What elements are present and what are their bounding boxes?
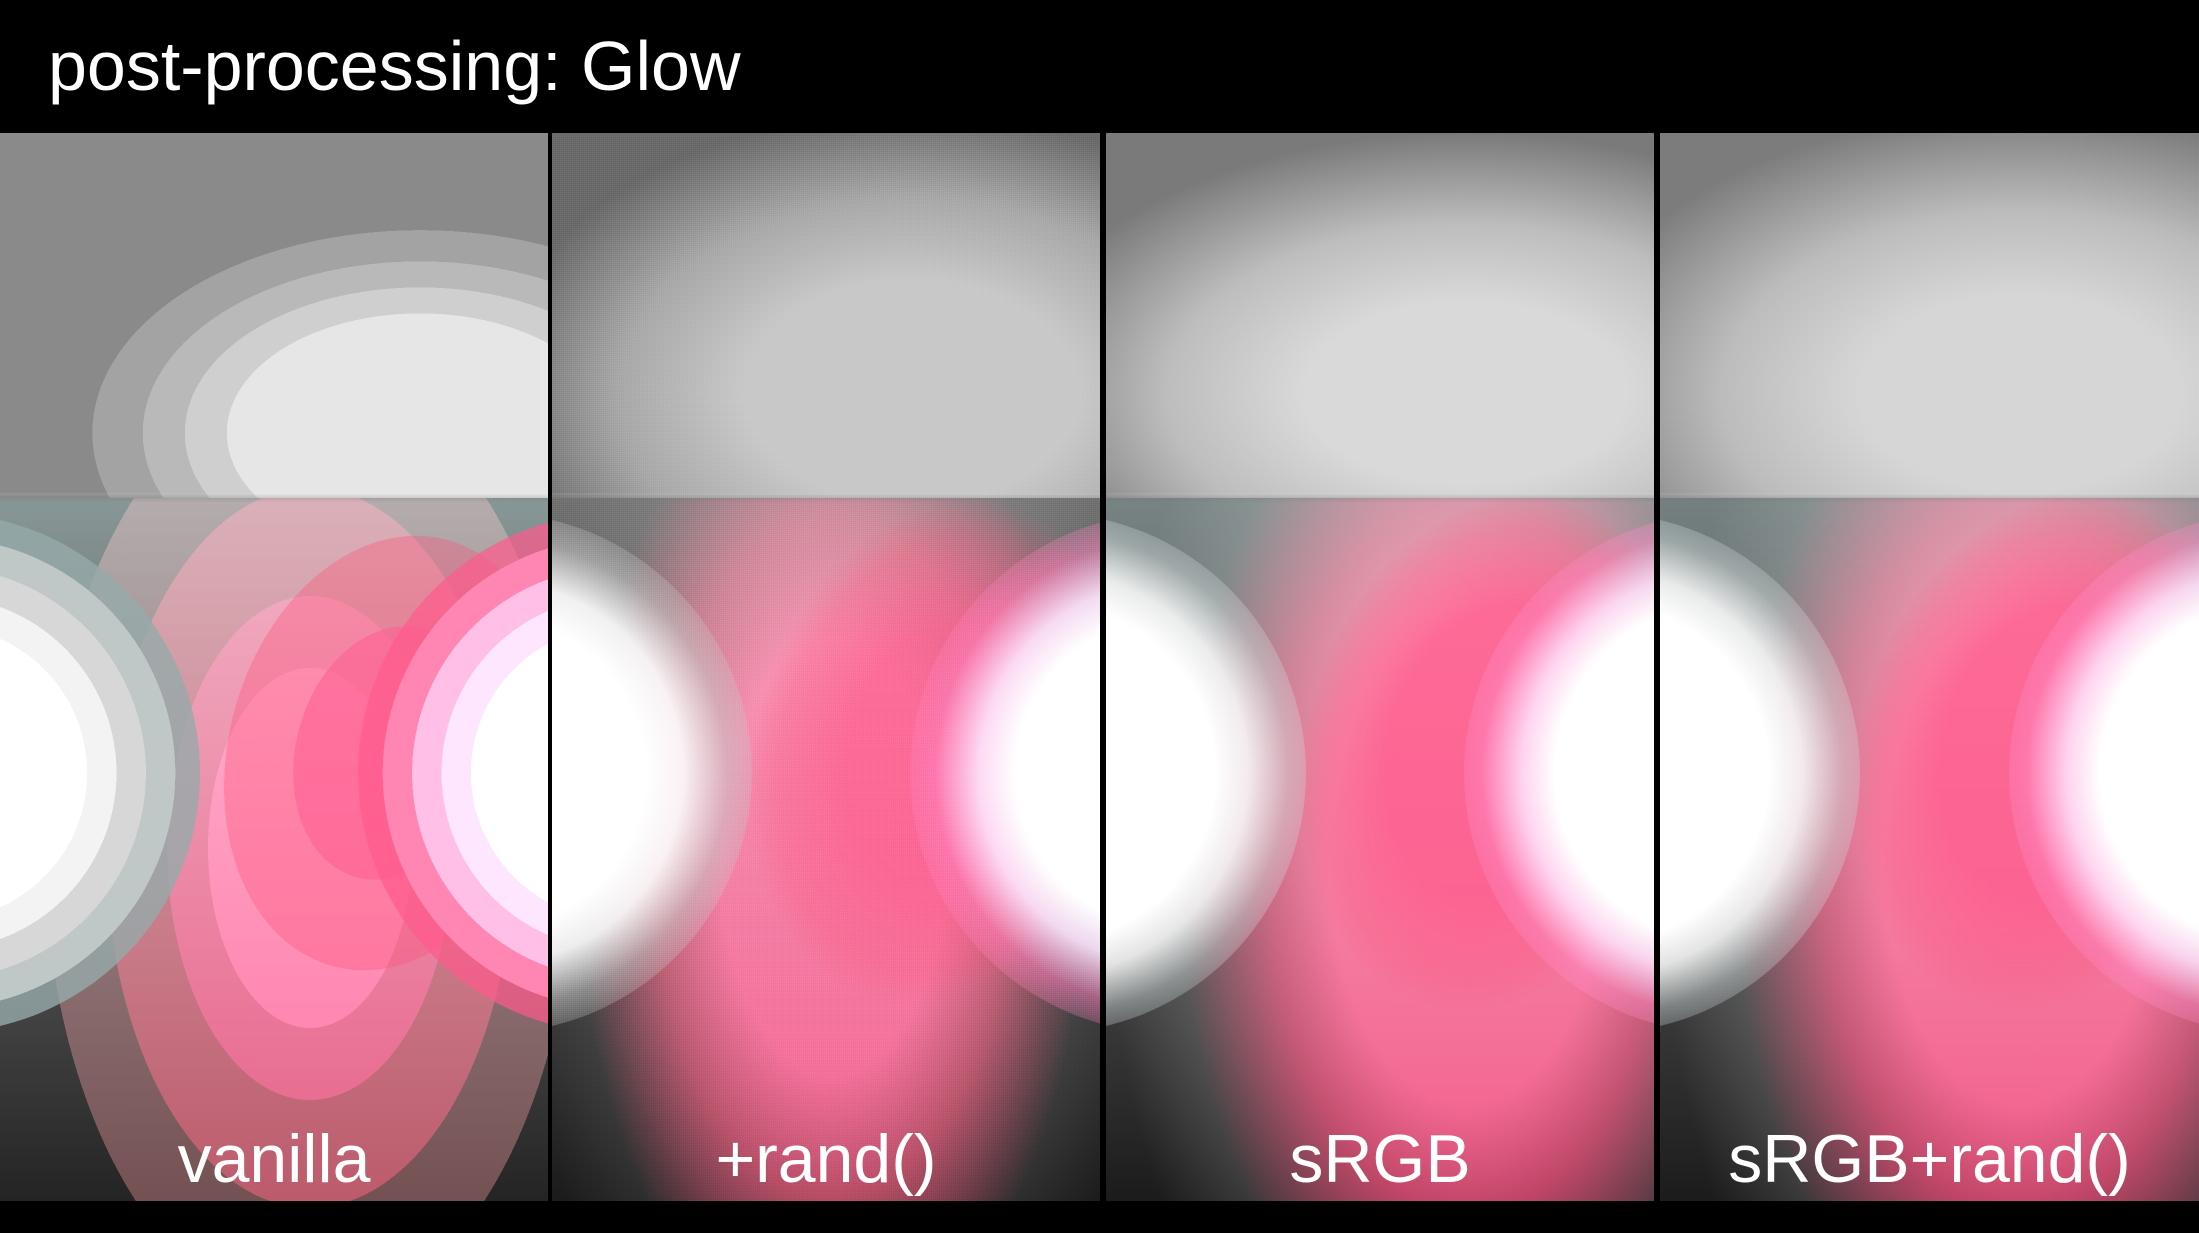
panel-vanilla: vanilla bbox=[0, 133, 548, 1201]
panel-label: vanilla bbox=[177, 1121, 371, 1197]
panel-srgb: sRGB bbox=[1106, 133, 1654, 1201]
horizon-line bbox=[0, 493, 548, 503]
horizon-line bbox=[552, 493, 1100, 503]
panel-label: +rand() bbox=[715, 1121, 937, 1197]
horizon-line bbox=[1660, 493, 2199, 503]
sky-haze bbox=[552, 133, 1100, 498]
noise-overlay bbox=[552, 133, 1100, 1201]
panel-rand: +rand() bbox=[552, 133, 1100, 1201]
comparison-panels: vanilla +rand() sRGB bbox=[0, 133, 2199, 1201]
bottom-bar bbox=[0, 1201, 2199, 1233]
sky-haze bbox=[0, 133, 548, 498]
glow-render-vanilla bbox=[0, 133, 548, 1201]
panel-divider bbox=[548, 133, 552, 1201]
slide-title: post-processing: Glow bbox=[48, 27, 741, 105]
sky-haze bbox=[1106, 133, 1654, 498]
glow-render-srgb-rand bbox=[1660, 133, 2199, 1201]
sky-haze bbox=[1660, 133, 2199, 498]
glow-render-rand bbox=[552, 133, 1100, 1201]
panel-label: sRGB+rand() bbox=[1728, 1121, 2131, 1197]
panel-srgb-rand: sRGB+rand() bbox=[1660, 133, 2199, 1201]
panel-label: sRGB bbox=[1289, 1121, 1471, 1197]
panel-divider bbox=[1102, 133, 1106, 1201]
panel-divider bbox=[1656, 133, 1660, 1201]
horizon-line bbox=[1106, 493, 1654, 503]
glow-render-srgb bbox=[1106, 133, 1654, 1201]
noise-overlay bbox=[1660, 133, 2199, 1201]
